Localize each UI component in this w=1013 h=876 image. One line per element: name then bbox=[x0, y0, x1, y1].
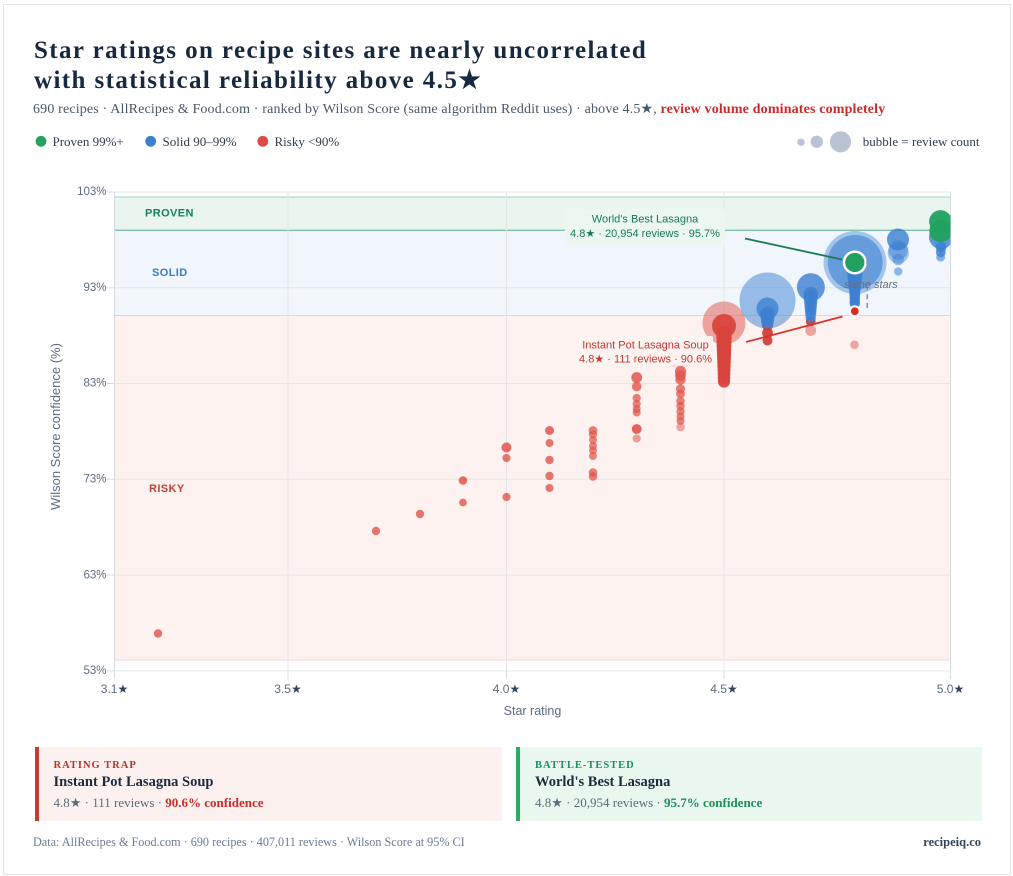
svg-text:4.8★ · 20,954 reviews · 95.7%: 4.8★ · 20,954 reviews · 95.7% bbox=[570, 228, 720, 240]
svg-text:World's Best Lasagna: World's Best Lasagna bbox=[592, 214, 699, 226]
svg-text:SOLID: SOLID bbox=[152, 267, 188, 279]
svg-text:RISKY: RISKY bbox=[149, 483, 185, 495]
svg-text:Wilson Score confidence (%): Wilson Score confidence (%) bbox=[48, 343, 63, 510]
svg-text:Solid 90–99%: Solid 90–99% bbox=[163, 134, 237, 149]
svg-text:93%: 93% bbox=[83, 282, 106, 294]
svg-text:83%: 83% bbox=[83, 378, 106, 390]
svg-text:Risky <90%: Risky <90% bbox=[275, 134, 340, 149]
svg-text:Instant Pot Lasagna Soup: Instant Pot Lasagna Soup bbox=[582, 340, 709, 352]
svg-text:5.0★: 5.0★ bbox=[937, 682, 964, 696]
svg-text:103%: 103% bbox=[77, 186, 106, 198]
svg-text:63%: 63% bbox=[83, 569, 106, 581]
svg-text:4.0★: 4.0★ bbox=[493, 682, 520, 696]
svg-text:same stars: same stars bbox=[844, 279, 898, 291]
svg-text:Proven 99%+: Proven 99%+ bbox=[53, 134, 124, 149]
svg-text:4.5★: 4.5★ bbox=[710, 682, 737, 696]
svg-text:Star rating: Star rating bbox=[504, 704, 562, 718]
svg-text:bubble = review count: bubble = review count bbox=[863, 134, 980, 149]
svg-text:53%: 53% bbox=[83, 665, 106, 677]
svg-text:4.8★ · 111 reviews · 90.6%: 4.8★ · 111 reviews · 90.6% bbox=[579, 354, 712, 366]
svg-text:3.5★: 3.5★ bbox=[274, 682, 301, 696]
svg-text:3.1★: 3.1★ bbox=[101, 682, 128, 696]
svg-text:73%: 73% bbox=[83, 474, 106, 486]
svg-text:PROVEN: PROVEN bbox=[145, 208, 194, 220]
